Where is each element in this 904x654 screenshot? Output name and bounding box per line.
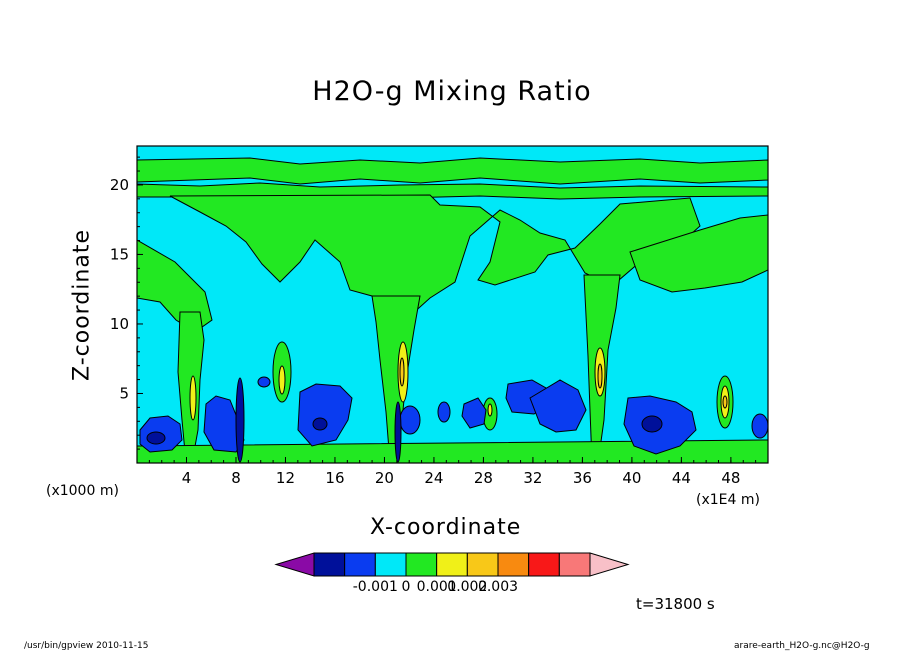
x-tick-label: 20 xyxy=(375,469,394,487)
y-tick-label: 5 xyxy=(119,384,129,402)
y-tick-label: 20 xyxy=(110,176,129,194)
x-tick-label: 24 xyxy=(424,469,443,487)
moist-layer-main xyxy=(169,194,701,317)
plume-core-48-inner xyxy=(722,395,728,409)
colorbar-cell xyxy=(374,552,407,577)
chart-title: H2O-g Mixing Ratio xyxy=(312,76,592,107)
plume-core-3-inner xyxy=(597,363,603,389)
x-tick-label: 16 xyxy=(325,469,344,487)
colorbar-high-triangle xyxy=(589,552,630,577)
colorbar-tick-label: 0.001 xyxy=(417,579,457,595)
x-axis-label: X-coordinate xyxy=(370,515,522,540)
colorbar-cell xyxy=(528,552,560,577)
dry-patch-small-1 xyxy=(257,376,271,388)
colorbar-cell xyxy=(405,552,438,577)
plume-core-2-inner xyxy=(399,357,405,387)
dry-patch-10 xyxy=(751,413,768,439)
x-axis-unit-left: (x1000 m) xyxy=(46,483,119,499)
colorbar-tick-label: 0 xyxy=(402,579,411,595)
x-tick-label: 32 xyxy=(523,469,542,487)
dry-patch-6 xyxy=(529,379,587,433)
dry-patch-4 xyxy=(461,397,487,429)
colorbar-tick-label: 0.002 xyxy=(447,579,487,595)
colorbar-cell xyxy=(344,552,376,577)
y-tick-label: 10 xyxy=(110,315,129,333)
y-tick-label: 15 xyxy=(110,245,129,263)
x-tick-label: 28 xyxy=(474,469,493,487)
dry-patch-9 xyxy=(437,401,451,423)
x-tick-label: 48 xyxy=(721,469,740,487)
x-tick-label: 8 xyxy=(231,469,241,487)
footer-right: arare-earth_H2O-g.nc@H2O-g xyxy=(734,641,870,651)
colorbar-cell xyxy=(558,552,591,577)
colorbar-cell xyxy=(313,552,346,577)
time-label: t=31800 s xyxy=(636,595,715,613)
colorbar-cell xyxy=(497,552,530,577)
x-tick-label: 40 xyxy=(622,469,641,487)
moist-plume-stem-2 xyxy=(371,295,421,463)
footer-left: /usr/bin/gpview 2010-11-15 xyxy=(24,641,149,651)
dry-patch-3 xyxy=(297,383,353,447)
colorbar-cell xyxy=(466,552,499,577)
very-dry-core-1 xyxy=(146,431,166,445)
colorbar-tick-label: 0.003 xyxy=(478,579,518,595)
colorbar-cell xyxy=(436,552,468,577)
plume-core-1 xyxy=(189,375,197,421)
plot-area xyxy=(137,146,768,463)
plume-core-12 xyxy=(278,365,286,395)
colorbar-tick-label: -0.001 xyxy=(353,579,398,595)
moist-band-top xyxy=(137,157,768,185)
downdraft-col-21 xyxy=(394,401,402,463)
very-dry-core-3 xyxy=(312,417,328,431)
x-axis-unit-right: (x1E4 m) xyxy=(696,492,760,508)
plume-core-29 xyxy=(487,403,493,417)
x-tick-label: 12 xyxy=(276,469,295,487)
downdraft-col-8 xyxy=(235,377,245,463)
colorbar-low-triangle xyxy=(274,552,315,577)
x-tick-label: 4 xyxy=(182,469,192,487)
x-tick-label: 44 xyxy=(672,469,691,487)
moist-right-lobe xyxy=(629,214,768,293)
moist-surface-strip xyxy=(137,439,768,463)
very-dry-core-2 xyxy=(641,415,663,433)
x-tick-label: 36 xyxy=(573,469,592,487)
plot-frame xyxy=(136,145,769,464)
dry-patch-8 xyxy=(399,405,421,435)
